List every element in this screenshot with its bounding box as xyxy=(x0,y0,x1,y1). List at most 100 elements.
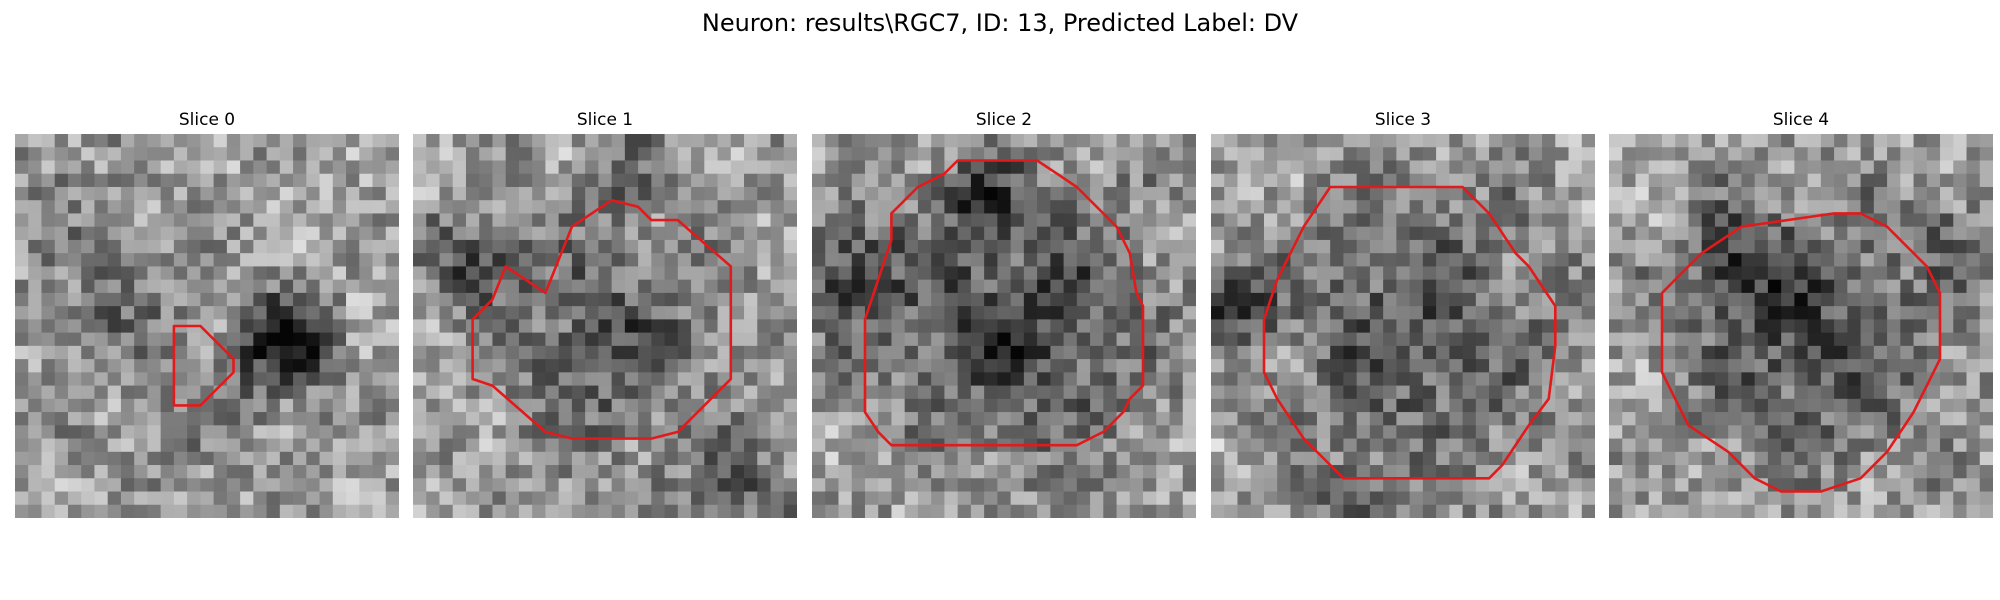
pixel-cell xyxy=(931,478,946,493)
pixel-cell xyxy=(1913,372,1928,387)
pixel-cell xyxy=(1383,226,1397,241)
pixel-cell xyxy=(253,332,268,347)
pixel-cell xyxy=(1807,134,1822,148)
pixel-cell xyxy=(385,134,399,148)
pixel-cell xyxy=(266,292,281,307)
pixel-cell xyxy=(1290,491,1305,506)
pixel-cell xyxy=(1129,372,1144,387)
pixel-cell xyxy=(1103,451,1118,466)
pixel-cell xyxy=(638,385,652,400)
pixel-cell xyxy=(1143,134,1157,148)
pixel-cell xyxy=(1781,504,1795,518)
pixel-cell xyxy=(1635,359,1650,373)
pixel-cell xyxy=(624,279,639,294)
pixel-cell xyxy=(41,306,56,320)
pixel-cell xyxy=(173,173,188,188)
pixel-cell xyxy=(479,213,494,228)
pixel-cell xyxy=(878,186,893,201)
pixel-cell xyxy=(1489,292,1503,307)
pixel-cell xyxy=(200,359,215,373)
pixel-cell xyxy=(15,306,29,320)
pixel-cell xyxy=(1688,160,1703,175)
pixel-cell xyxy=(891,385,906,400)
pixel-cell xyxy=(41,147,56,162)
pixel-cell xyxy=(120,359,135,373)
pixel-cell xyxy=(545,239,560,254)
pixel-cell xyxy=(518,253,533,268)
pixel-cell xyxy=(240,160,254,175)
pixel-cell xyxy=(1873,491,1888,506)
pixel-cell xyxy=(1330,319,1345,334)
pixel-cell xyxy=(1781,239,1795,254)
pixel-cell xyxy=(359,213,374,228)
pixel-cell xyxy=(1754,266,1769,281)
pixel-cell xyxy=(1807,253,1822,268)
pixel-cell xyxy=(545,345,560,360)
pixel-cell xyxy=(651,451,666,466)
pixel-cell xyxy=(651,372,666,387)
pixel-cell xyxy=(1436,186,1450,201)
pixel-cell xyxy=(173,465,188,479)
pixel-cell xyxy=(41,478,56,493)
pixel-cell xyxy=(1568,213,1583,228)
pixel-cell xyxy=(426,239,441,254)
pixel-cell xyxy=(1116,491,1131,506)
pixel-cell xyxy=(864,372,879,387)
pixel-cell xyxy=(1063,491,1078,506)
pixel-cell xyxy=(1462,491,1477,506)
pixel-cell xyxy=(452,332,467,347)
pixel-cell xyxy=(598,134,613,148)
pixel-cell xyxy=(1237,332,1252,347)
pixel-cell xyxy=(757,160,772,175)
pixel-cell xyxy=(346,359,360,373)
pixel-cell xyxy=(651,292,666,307)
pixel-cell xyxy=(970,319,985,334)
pixel-cell xyxy=(1169,504,1184,518)
pixel-cell xyxy=(293,425,307,440)
pixel-cell xyxy=(1581,425,1595,440)
pixel-cell xyxy=(1409,465,1424,479)
pixel-cell xyxy=(532,491,547,506)
pixel-cell xyxy=(1169,200,1184,215)
pixel-cell xyxy=(1515,239,1530,254)
pixel-cell xyxy=(1953,478,1968,493)
pixel-cell xyxy=(1436,465,1450,479)
pixel-cell xyxy=(1913,491,1928,506)
pixel-cell xyxy=(385,359,399,373)
pixel-cell xyxy=(1648,412,1663,426)
pixel-cell xyxy=(173,491,188,506)
pixel-cell xyxy=(1741,478,1756,493)
pixel-cell xyxy=(147,465,162,479)
pixel-cell xyxy=(904,226,919,241)
pixel-cell xyxy=(1250,186,1265,201)
pixel-cell xyxy=(518,200,533,215)
pixel-cell xyxy=(1211,385,1225,400)
pixel-cell xyxy=(107,425,122,440)
pixel-cell xyxy=(359,478,374,493)
pixel-cell xyxy=(825,451,840,466)
pixel-cell xyxy=(293,504,307,518)
pixel-cell xyxy=(970,173,985,188)
pixel-cell xyxy=(479,504,494,518)
pixel-cell xyxy=(944,385,959,400)
pixel-cell xyxy=(1834,186,1848,201)
pixel-cell xyxy=(1648,385,1663,400)
pixel-cell xyxy=(426,451,441,466)
pixel-cell xyxy=(1211,319,1225,334)
pixel-cell xyxy=(479,332,494,347)
pixel-cell xyxy=(1076,292,1091,307)
pixel-cell xyxy=(851,213,866,228)
pixel-cell xyxy=(904,306,919,320)
pixel-cell xyxy=(825,200,840,215)
pixel-cell xyxy=(372,491,387,506)
pixel-cell xyxy=(1475,465,1490,479)
pixel-cell xyxy=(266,134,281,148)
pixel-cell xyxy=(1290,451,1305,466)
pixel-cell xyxy=(1555,160,1570,175)
pixel-cell xyxy=(904,491,919,506)
pixel-cell xyxy=(1966,213,1981,228)
pixel-cell xyxy=(970,398,985,413)
pixel-cell xyxy=(638,345,652,360)
pixel-cell xyxy=(1475,279,1490,294)
pixel-cell xyxy=(1728,134,1743,148)
